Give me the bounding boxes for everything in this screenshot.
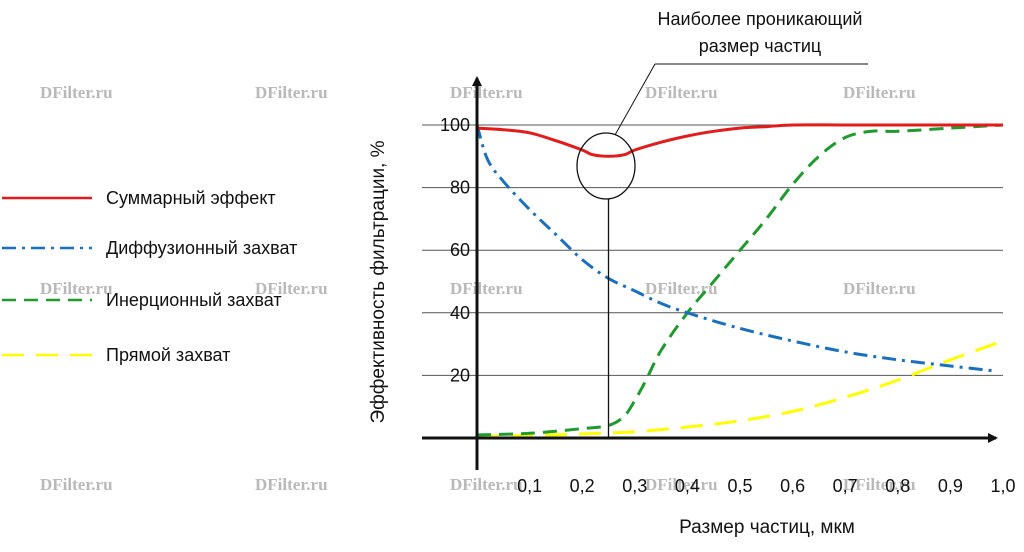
watermark-text: DFilter.ru <box>645 83 718 102</box>
x-tick-label: 0,9 <box>938 476 963 496</box>
legend: Суммарный эффект Диффузионный захват Инерц… <box>2 188 297 365</box>
watermark-text: DFilter.ru <box>450 83 523 102</box>
annotation-line-2: размер частиц <box>699 36 821 56</box>
watermark-text: DFilter.ru <box>255 83 328 102</box>
watermark-text: DFilter.ru <box>40 475 113 494</box>
y-tick-label: 60 <box>450 240 470 260</box>
series-line-3 <box>476 123 1004 437</box>
annotation-line-1: Наиболее проникающий <box>658 9 863 29</box>
y-tick-label: 40 <box>450 303 470 323</box>
legend-label: Суммарный эффект <box>106 188 276 208</box>
x-tick-label: 0,7 <box>833 476 858 496</box>
y-tick-label: 20 <box>450 365 470 385</box>
x-tick-label: 0,3 <box>622 476 647 496</box>
watermark-text: DFilter.ru <box>645 279 718 298</box>
x-tick-label: 0,6 <box>780 476 805 496</box>
x-tick-label: 0,4 <box>675 476 700 496</box>
watermark-text: DFilter.ru <box>255 475 328 494</box>
y-tick-labels: 20 40 60 80 100 <box>440 115 470 385</box>
x-tick-label: 0,1 <box>517 476 542 496</box>
watermark-text: DFilter.ru <box>843 83 916 102</box>
axes <box>422 76 998 470</box>
legend-label: Инерционный захват <box>106 290 282 310</box>
x-tick-labels: 0,1 0,2 0,3 0,4 0,5 0,6 0,7 0,8 0,9 1,0 <box>517 476 1015 496</box>
x-tick-label: 0,8 <box>885 476 910 496</box>
series-line-2 <box>475 124 993 373</box>
x-tick-label: 0,5 <box>727 476 752 496</box>
watermark-text: DFilter.ru <box>843 279 916 298</box>
series-layer <box>475 123 1004 438</box>
legend-label: Прямой захват <box>106 345 230 365</box>
x-tick-label: 0,2 <box>570 476 595 496</box>
watermark-text: DFilter.ru <box>40 83 113 102</box>
annotation-circle <box>576 132 636 200</box>
y-tick-label: 80 <box>450 178 470 198</box>
annotation-group: Наиболее проникающий размер частиц <box>576 9 868 438</box>
annotation-leader <box>614 63 656 136</box>
y-tick-label: 100 <box>440 115 470 135</box>
watermark-text: DFilter.ru <box>255 279 328 298</box>
watermark-text: DFilter.ru <box>40 279 113 298</box>
legend-label: Диффузионный захват <box>106 238 297 258</box>
gridlines <box>422 124 1003 376</box>
watermark-text: DFilter.ru <box>450 279 523 298</box>
x-tick-label: 1,0 <box>990 476 1015 496</box>
series-line-4 <box>476 339 1004 438</box>
watermark-text: DFilter.ru <box>450 475 523 494</box>
watermark-text: DFilter.ru <box>645 475 718 494</box>
series-line-1 <box>476 123 1003 158</box>
x-axis-title: Размер частиц, мкм <box>679 517 855 538</box>
watermark-layer: DFilter.ru DFilter.ru DFilter.ru DFilter.ru… <box>40 83 916 494</box>
watermark-text: DFilter.ru <box>843 475 916 494</box>
y-axis-title: Эффективность фильтрации, % <box>368 140 389 423</box>
